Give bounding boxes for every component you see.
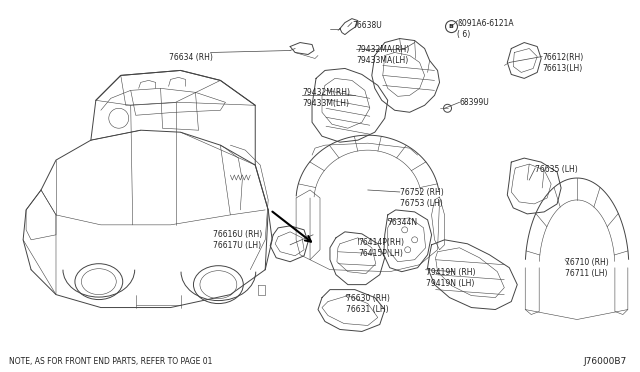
Text: 76616U (RH)
76617U (LH): 76616U (RH) 76617U (LH): [213, 230, 262, 250]
Text: 76638U: 76638U: [352, 20, 381, 30]
Text: 76634 (RH): 76634 (RH): [168, 52, 212, 61]
Text: 76635 (LH): 76635 (LH): [535, 165, 578, 174]
Text: NOTE, AS FOR FRONT END PARTS, REFER TO PAGE 01: NOTE, AS FOR FRONT END PARTS, REFER TO P…: [9, 357, 212, 366]
Text: 76414P(RH)
76415P(LH): 76414P(RH) 76415P(LH): [358, 238, 404, 258]
Text: ß091A6-6121A
( 6): ß091A6-6121A ( 6): [458, 19, 514, 39]
Text: 79432MA(RH)
79433MA(LH): 79432MA(RH) 79433MA(LH): [356, 45, 409, 65]
Text: 76752 (RH)
76753 (LH): 76752 (RH) 76753 (LH): [400, 188, 444, 208]
Text: 79419N (RH)
79419N (LH): 79419N (RH) 79419N (LH): [426, 268, 475, 288]
Text: 76344N: 76344N: [388, 218, 418, 227]
Text: 79432M(RH)
79433M(LH): 79432M(RH) 79433M(LH): [302, 89, 350, 109]
Text: 76630 (RH)
76631 (LH): 76630 (RH) 76631 (LH): [346, 294, 390, 314]
Text: 76710 (RH)
76711 (LH): 76710 (RH) 76711 (LH): [565, 258, 609, 278]
Text: J76000B7: J76000B7: [584, 357, 627, 366]
Text: 76612(RH)
76613(LH): 76612(RH) 76613(LH): [542, 52, 584, 73]
Text: B: B: [449, 24, 453, 29]
Text: 68399U: 68399U: [460, 98, 489, 108]
